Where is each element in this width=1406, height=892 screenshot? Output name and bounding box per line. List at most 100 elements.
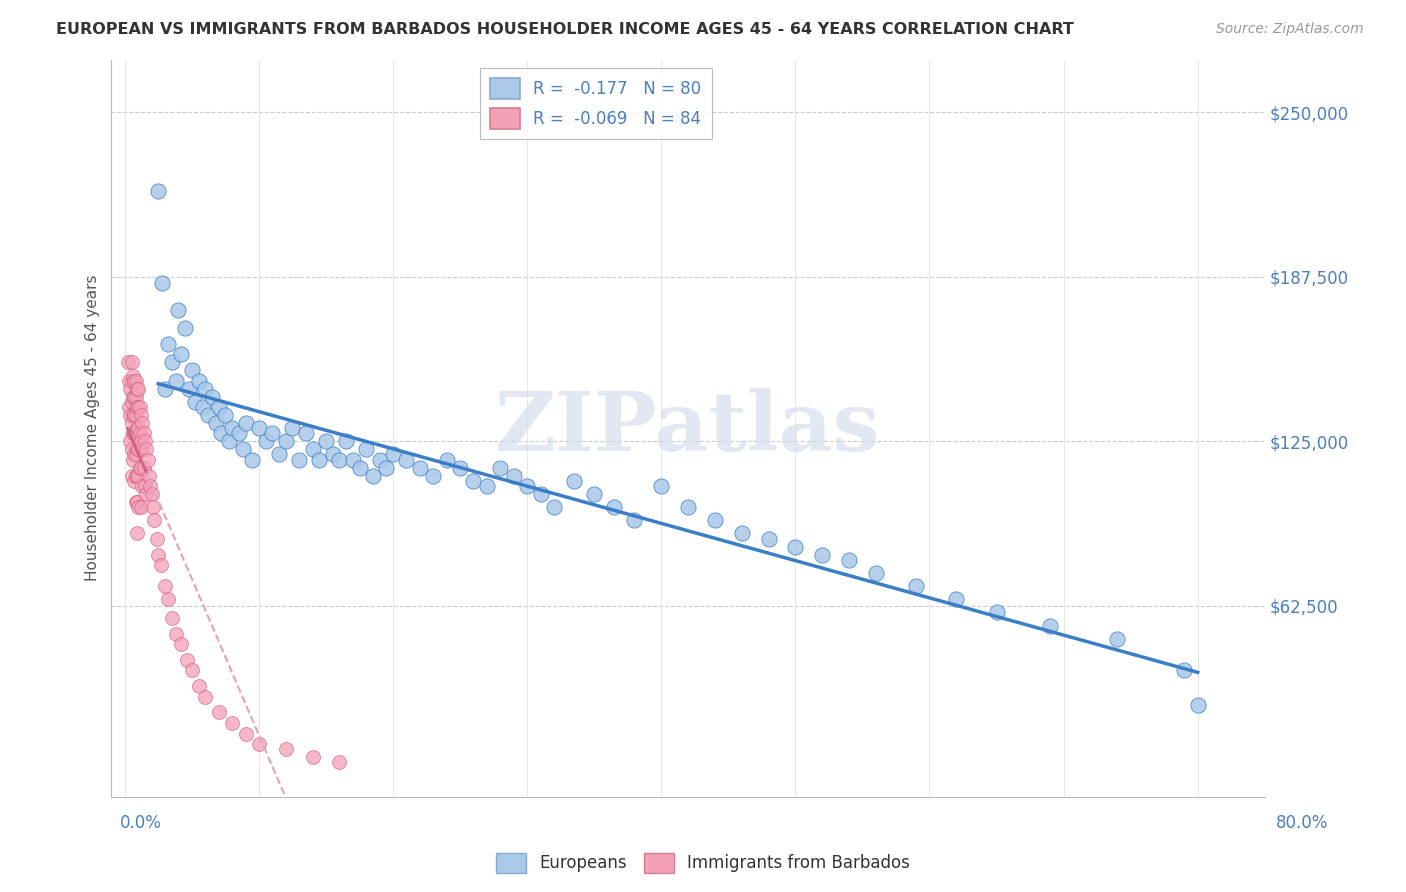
Point (124, 468, 146, 483)
Point (132, 460, 155, 475)
Text: Source: ZipAtlas.com: Source: ZipAtlas.com (1216, 22, 1364, 37)
Point (122, 426, 145, 441)
Point (254, 434, 277, 449)
Point (301, 442, 323, 457)
Point (267, 448, 290, 462)
Point (354, 442, 377, 457)
Point (395, 452, 418, 467)
Point (122, 448, 145, 462)
Point (436, 452, 458, 467)
Point (562, 474, 585, 488)
Point (349, 460, 371, 475)
Point (676, 500, 699, 515)
Point (187, 374, 209, 388)
Point (124, 448, 146, 462)
Point (150, 277, 173, 291)
Point (328, 452, 350, 467)
Point (235, 416, 257, 430)
Point (235, 726, 257, 740)
Point (148, 548, 170, 562)
Legend: R =  -0.177   N = 80, R =  -0.069   N = 84: R = -0.177 N = 80, R = -0.069 N = 84 (479, 68, 711, 139)
Point (121, 374, 143, 388)
Point (516, 479, 538, 493)
Legend: Europeans, Immigrants from Barbados: Europeans, Immigrants from Barbados (489, 847, 917, 880)
Point (274, 742, 297, 756)
Text: EUROPEAN VS IMMIGRANTS FROM BARBADOS HOUSEHOLDER INCOME AGES 45 - 64 YEARS CORRE: EUROPEAN VS IMMIGRANTS FROM BARBADOS HOU… (56, 22, 1074, 37)
Point (125, 400, 148, 414)
Point (201, 390, 224, 404)
Point (623, 513, 645, 527)
Point (838, 553, 860, 567)
Point (308, 452, 330, 467)
Point (221, 421, 243, 435)
Point (475, 479, 498, 493)
Point (124, 390, 146, 404)
Point (124, 374, 146, 388)
Point (361, 468, 384, 483)
Point (214, 408, 236, 422)
Point (122, 452, 145, 467)
Point (281, 421, 304, 435)
Point (489, 460, 512, 475)
Point (758, 532, 780, 546)
Point (335, 434, 357, 449)
Point (165, 374, 187, 388)
Point (375, 460, 398, 475)
Point (232, 442, 254, 457)
Point (153, 382, 176, 396)
Point (170, 347, 193, 361)
Point (122, 408, 145, 422)
Point (905, 579, 928, 593)
Y-axis label: Householder Income Ages 45 - 64 years: Householder Income Ages 45 - 64 years (86, 275, 100, 582)
Point (208, 706, 231, 720)
Point (129, 434, 152, 449)
Point (125, 526, 148, 541)
Point (135, 487, 157, 501)
Point (422, 468, 444, 483)
Point (183, 394, 205, 409)
Point (502, 468, 524, 483)
Point (121, 442, 143, 457)
Point (187, 679, 209, 693)
Point (208, 400, 231, 414)
Point (529, 487, 551, 501)
Point (146, 532, 169, 546)
Point (138, 468, 160, 483)
Point (315, 434, 337, 449)
Point (134, 434, 156, 449)
Point (986, 606, 1008, 620)
Text: 0.0%: 0.0% (120, 814, 162, 831)
Point (174, 321, 197, 335)
Point (129, 408, 152, 422)
Point (274, 434, 297, 449)
Point (131, 442, 153, 457)
Point (218, 434, 240, 449)
Point (118, 374, 141, 388)
Point (543, 500, 565, 515)
Point (156, 592, 179, 607)
Point (1173, 664, 1195, 678)
Point (603, 500, 626, 515)
Point (191, 400, 214, 414)
Point (132, 426, 155, 441)
Point (141, 487, 163, 501)
Point (128, 460, 150, 475)
Point (121, 394, 143, 409)
Point (731, 526, 754, 541)
Point (368, 452, 391, 467)
Point (125, 421, 148, 435)
Point (120, 408, 142, 422)
Point (156, 337, 179, 351)
Point (121, 416, 143, 430)
Point (142, 500, 165, 515)
Point (121, 355, 143, 369)
Point (124, 408, 146, 422)
Point (449, 460, 471, 475)
Point (127, 400, 149, 414)
Point (125, 468, 148, 483)
Text: 80.0%: 80.0% (1277, 814, 1329, 831)
Point (129, 500, 152, 515)
Point (322, 448, 344, 462)
Point (176, 653, 198, 667)
Point (703, 513, 725, 527)
